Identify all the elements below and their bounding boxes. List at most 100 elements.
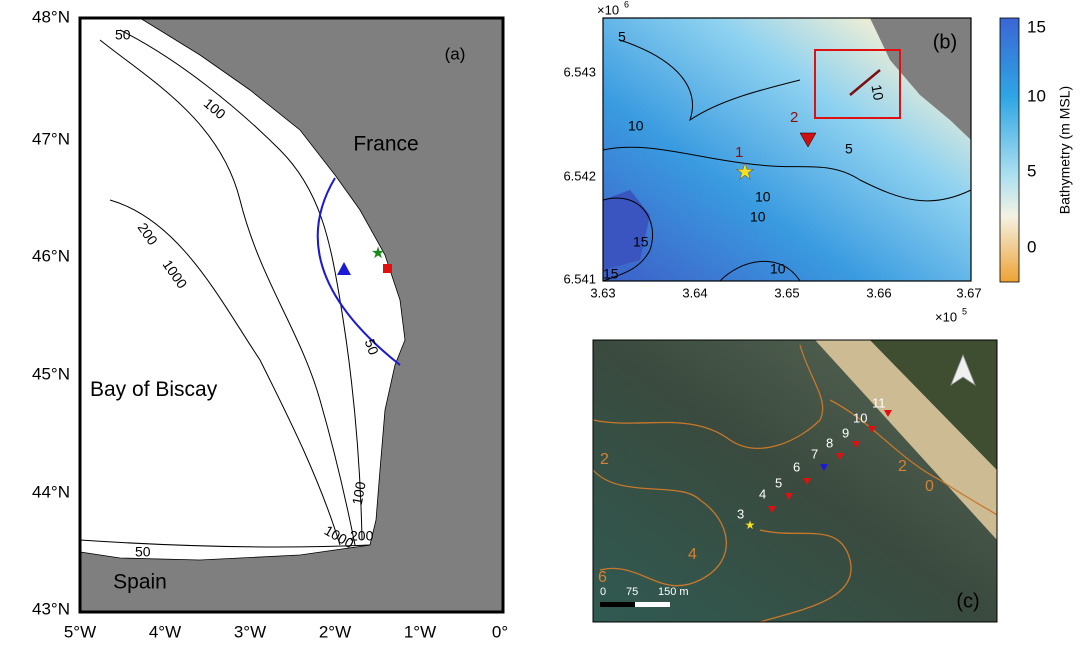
marker: [836, 453, 844, 460]
point-label: 7: [811, 446, 818, 461]
point-label: 11: [872, 395, 886, 410]
north-arrow: [950, 353, 976, 387]
colorbar-label: Bathymetry (m MSL): [1057, 86, 1073, 214]
y-tick-label: 6.543: [563, 64, 596, 79]
point-label: 3: [737, 506, 744, 521]
x-multiplier: ×10: [935, 309, 957, 324]
place-label: France: [353, 133, 418, 156]
transect: [849, 69, 881, 96]
contour: [719, 260, 801, 282]
markers: [768, 410, 892, 513]
lat-label: 43°N: [32, 599, 70, 618]
marker: [799, 132, 817, 148]
contour-label: 200: [350, 528, 374, 544]
y-exponent: 6: [624, 0, 629, 9]
point-label: 6: [793, 459, 800, 474]
contour-label: 5: [845, 141, 853, 157]
land: [870, 18, 971, 140]
frame: [78, 16, 505, 614]
point-label: 5: [775, 475, 782, 490]
contour: [119, 29, 363, 541]
marker: [337, 262, 351, 275]
contour: [592, 344, 824, 449]
marker: [803, 478, 811, 485]
place-label: Spain: [113, 571, 167, 594]
frame: [592, 339, 998, 623]
marker: [785, 493, 793, 500]
colorbar-tick-label: 5: [1027, 161, 1036, 180]
x-exponent: 5: [962, 306, 967, 316]
marker: [884, 410, 892, 417]
x-tick-label: 3.65: [774, 285, 799, 300]
contour-label: 50: [135, 544, 151, 560]
y-tick-label: 6.541: [563, 271, 596, 286]
contour: [602, 197, 654, 282]
beach: [815, 340, 997, 540]
contour-label: 6: [598, 569, 607, 586]
marker: ★: [745, 518, 756, 532]
contours: [592, 344, 998, 623]
contour-label: 10: [628, 118, 644, 134]
x-tick-label: 3.67: [956, 285, 981, 300]
contour: [759, 529, 852, 623]
contour-label: 10: [868, 83, 886, 101]
contour-label: 5: [618, 29, 626, 45]
scale-label: 150 m: [658, 586, 689, 598]
contour-label: 10: [770, 261, 786, 277]
marker: [852, 441, 860, 448]
lat-label: 47°N: [32, 129, 70, 148]
marker: [768, 506, 776, 513]
contour-label: 0: [925, 478, 934, 495]
scale-label: 75: [626, 586, 638, 598]
colorbar: [999, 17, 1020, 283]
contours: [79, 29, 371, 548]
lon-label: 3°W: [234, 622, 266, 641]
point-label: 1: [735, 144, 743, 161]
colorbar-tick-label: 10: [1027, 86, 1046, 105]
x-tick-label: 3.64: [682, 285, 707, 300]
contour: [109, 199, 341, 546]
panel-label: (c): [956, 590, 979, 612]
panel-label: (a): [445, 44, 466, 63]
marker: [868, 426, 876, 433]
contour-label: 15: [603, 266, 619, 282]
contour: [619, 39, 801, 122]
contour-label: 10: [750, 209, 766, 225]
frame: [602, 17, 972, 282]
deep-area: [603, 190, 650, 270]
marker: ★: [735, 159, 755, 184]
lon-label: 2°W: [319, 622, 351, 641]
lat-label: 45°N: [32, 364, 70, 383]
zoom-box: [814, 49, 901, 119]
contour-label: 2: [600, 451, 609, 468]
x-tick-label: 3.63: [590, 285, 615, 300]
lat-label: 46°N: [32, 246, 70, 265]
scale-bar: [600, 602, 635, 607]
marker: [820, 464, 828, 471]
contour-label: 2: [898, 458, 907, 475]
place-label: Bay of Biscay: [90, 378, 218, 401]
panel-c: ★ 3 4 5 6 7 8 9 10 11 2 4 6 0 2 0 75 150…: [592, 339, 998, 623]
marker: [383, 264, 392, 273]
radius-arc: [316, 177, 401, 366]
contour-labels: 2 4 6 0 2: [598, 451, 934, 586]
lon-label: 5°W: [64, 622, 96, 641]
marker: ★: [371, 245, 385, 262]
lon-label: 4°W: [149, 622, 181, 641]
contour-label: 15: [633, 234, 649, 250]
contour: [829, 399, 998, 516]
contour: [592, 469, 727, 587]
contour: [79, 539, 371, 548]
contours: [602, 39, 972, 282]
contour: [602, 146, 972, 202]
panel-a: ★ (a) 48°N 47°N 46°N 45°N 44°N 43°N 5°W …: [32, 7, 508, 641]
x-tick-label: 3.66: [866, 285, 891, 300]
place-label-box: Bay of Biscay: [90, 378, 218, 401]
point-label: 2: [790, 109, 798, 126]
point-label: 10: [853, 410, 867, 425]
colorbar-tick-label: 15: [1027, 17, 1046, 36]
point-label: 4: [759, 486, 766, 501]
contour: [99, 39, 356, 546]
contour-label: 50: [115, 27, 131, 43]
